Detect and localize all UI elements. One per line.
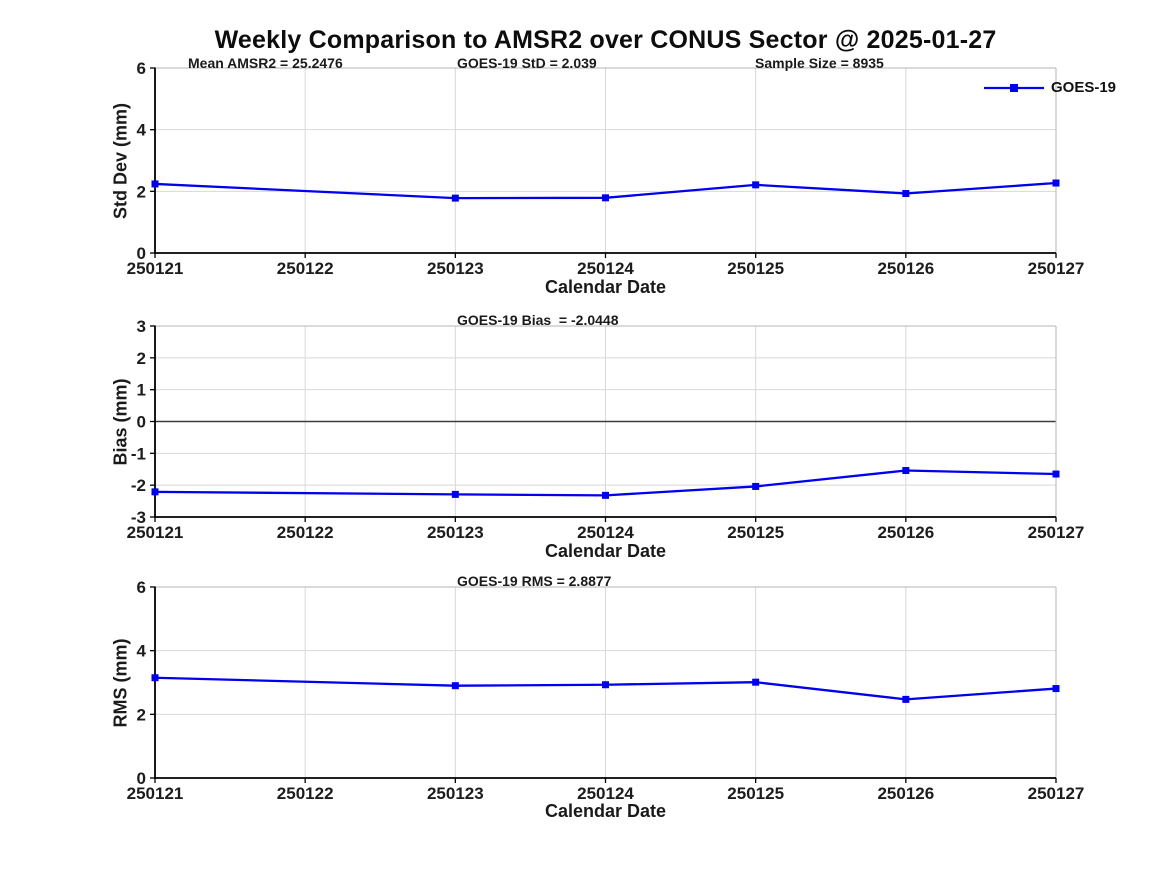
svg-text:6: 6 xyxy=(137,578,146,597)
svg-text:250125: 250125 xyxy=(727,523,784,542)
xlabel-calendar-date-2: Calendar Date xyxy=(544,541,667,561)
legend: GOES-19 xyxy=(983,79,1116,96)
svg-text:250121: 250121 xyxy=(127,784,184,803)
ylabel-std-dev: Std Dev (mm) xyxy=(110,102,131,220)
svg-text:-3: -3 xyxy=(131,508,146,527)
svg-text:250123: 250123 xyxy=(427,784,484,803)
svg-text:2: 2 xyxy=(137,182,146,201)
svg-text:0: 0 xyxy=(137,769,146,788)
legend-line-swatch xyxy=(984,83,1044,92)
ylabel-bias: Bias (mm) xyxy=(110,378,131,466)
svg-text:250122: 250122 xyxy=(277,259,334,278)
svg-text:250122: 250122 xyxy=(277,523,334,542)
svg-text:0: 0 xyxy=(137,413,146,432)
svg-text:250127: 250127 xyxy=(1028,523,1085,542)
svg-text:250124: 250124 xyxy=(577,523,634,542)
legend-label: GOES-19 xyxy=(1051,79,1117,96)
svg-text:250123: 250123 xyxy=(427,523,484,542)
annotation-goes19-std: GOES-19 StD = 2.039 xyxy=(457,55,597,71)
svg-text:250126: 250126 xyxy=(877,259,934,278)
svg-text:3: 3 xyxy=(137,317,146,336)
svg-text:250126: 250126 xyxy=(877,523,934,542)
annotation-goes19-rms: GOES-19 RMS = 2.8877 xyxy=(457,573,612,589)
svg-text:250125: 250125 xyxy=(727,784,784,803)
xlabel-calendar-date-1: Calendar Date xyxy=(544,277,667,297)
svg-text:250125: 250125 xyxy=(727,259,784,278)
svg-text:0: 0 xyxy=(137,244,146,263)
figure-title: Weekly Comparison to AMSR2 over CONUS Se… xyxy=(214,26,997,54)
svg-text:2: 2 xyxy=(137,705,146,724)
svg-text:250126: 250126 xyxy=(877,784,934,803)
svg-text:250122: 250122 xyxy=(277,784,334,803)
svg-text:250124: 250124 xyxy=(577,784,634,803)
svg-text:250123: 250123 xyxy=(427,259,484,278)
svg-text:-1: -1 xyxy=(131,444,146,463)
svg-text:4: 4 xyxy=(137,121,147,140)
svg-text:250127: 250127 xyxy=(1028,784,1085,803)
svg-text:250121: 250121 xyxy=(127,259,184,278)
svg-text:250124: 250124 xyxy=(577,259,634,278)
ylabel-rms: RMS (mm) xyxy=(110,638,131,728)
svg-text:250127: 250127 xyxy=(1028,259,1085,278)
annotation-sample-size: Sample Size = 8935 xyxy=(755,55,884,71)
svg-text:250121: 250121 xyxy=(127,523,184,542)
svg-text:6: 6 xyxy=(137,59,146,78)
annotation-goes19-bias: GOES-19 Bias = -2.0448 xyxy=(457,312,619,328)
svg-text:2: 2 xyxy=(137,349,146,368)
annotation-mean-amsr2: Mean AMSR2 = 25.2476 xyxy=(188,55,343,71)
svg-text:1: 1 xyxy=(137,381,146,400)
svg-text:4: 4 xyxy=(137,642,147,661)
xlabel-calendar-date-3: Calendar Date xyxy=(544,801,667,821)
svg-text:-2: -2 xyxy=(131,476,146,495)
